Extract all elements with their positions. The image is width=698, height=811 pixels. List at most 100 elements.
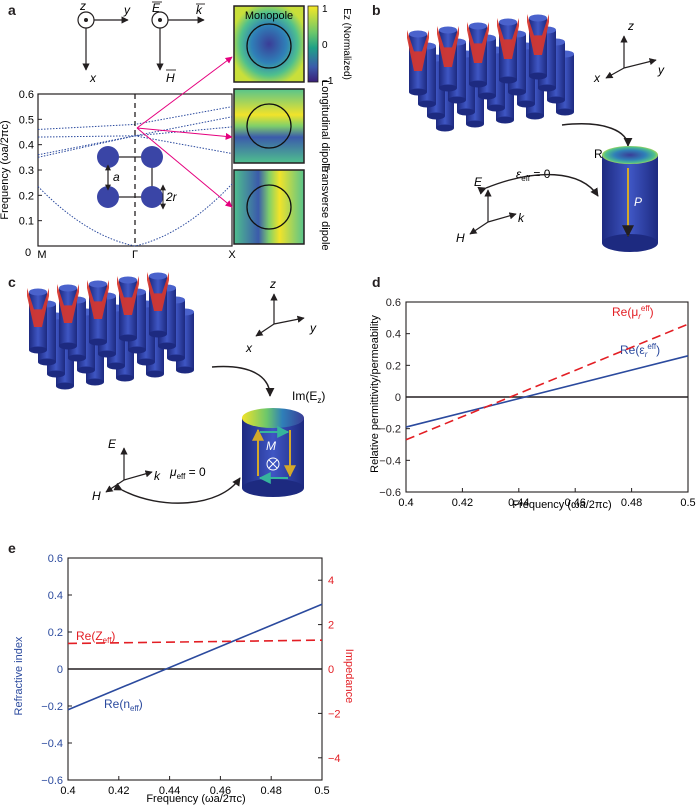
xtick-label: 0.5	[314, 785, 329, 797]
field-wave	[57, 284, 79, 323]
ytick-label: 0.4	[386, 329, 401, 341]
chart-e: Refractive index Impedance Frequency (ωa…	[13, 553, 355, 805]
mode-longitudinal: Longitudinal dipole	[233, 80, 331, 172]
axis-x: x	[593, 71, 601, 85]
ytick-right-label: 4	[328, 575, 334, 587]
mode-monopole: Monopole	[233, 5, 305, 83]
cbar-tick-top: 1	[322, 4, 328, 15]
xtick-label: 0.42	[108, 785, 129, 797]
series-line	[405, 355, 689, 428]
array-cylinder	[57, 284, 79, 350]
cbar-title: Ez (Normalized)	[341, 8, 352, 80]
triad-E: E	[474, 175, 483, 189]
vector-M: M	[266, 439, 276, 453]
eps-label: εeff = 0	[516, 167, 551, 183]
field-wave	[497, 18, 519, 59]
array-cylinder	[497, 18, 519, 84]
cbar-tick-bottom: −1	[322, 76, 334, 87]
triad-H: H	[456, 231, 465, 245]
legend-eps: Re(εreff)	[620, 342, 660, 359]
ytick-label: 0.6	[48, 553, 63, 565]
field-wave	[117, 276, 139, 315]
field-triad: E k H	[456, 175, 525, 245]
ytick-label: −0.6	[379, 487, 401, 499]
series-line	[405, 323, 689, 441]
xtick-label: 0.48	[621, 497, 642, 509]
panel-a: a	[0, 0, 360, 270]
ytick-label: 0	[395, 392, 401, 404]
unit-cylinder: M	[242, 408, 304, 497]
xtick-label: 0.48	[260, 785, 281, 797]
ytick-right-label: 0	[328, 664, 334, 676]
panel-label-e: e	[8, 540, 16, 556]
ytick-label: −0.6	[41, 775, 63, 787]
array-cylinder	[527, 14, 549, 80]
field-wave	[527, 14, 549, 55]
mode-label-transverse: Transverse dipole	[319, 163, 331, 250]
axis-y: y	[309, 321, 317, 335]
cylinder-array	[407, 14, 574, 132]
mode-label-longitudinal: Longitudinal dipole	[319, 80, 331, 172]
axis-y: y	[657, 63, 665, 77]
legend-n: Re(neff)	[104, 697, 143, 713]
series-line	[67, 639, 323, 645]
band-xtick: X	[228, 249, 236, 261]
ytick-label: −0.2	[41, 701, 63, 713]
ytick-label: 0.4	[48, 590, 63, 602]
cbar-tick-mid: 0	[322, 40, 328, 51]
coord-axes: z x y	[245, 277, 317, 355]
panel-e: e Refractive index Impedance Frequency (…	[0, 540, 360, 806]
series-line	[67, 603, 323, 711]
band-ytick: 0.6	[19, 89, 34, 101]
axis-z: z	[269, 277, 276, 291]
xtick-label: 0.44	[508, 497, 529, 509]
panel-label-d: d	[372, 274, 381, 290]
chart-d-ylabel: Relative permittivity/permeability	[369, 315, 381, 473]
panel-label-b: b	[372, 2, 381, 18]
field-axes-right: E k H	[151, 1, 205, 85]
chart-e-ylabel-right: Impedance	[343, 649, 355, 703]
xtick-label: 0.5	[680, 497, 695, 509]
ytick-label: 0.2	[386, 360, 401, 372]
panel-c-svg: z x y Im(Ez) M μeff = 0 E k H	[27, 272, 325, 504]
H-label: H	[166, 71, 175, 85]
axis-z: z	[627, 19, 634, 33]
panel-b-svg: z x y Re(Ez) P εeff = 0 E k H	[407, 14, 665, 252]
colorbar: 1 0 −1 Ez (Normalized)	[307, 4, 352, 87]
ytick-label: 0	[57, 664, 63, 676]
panel-b: b z x y	[366, 0, 698, 270]
ytick-right-label: 2	[328, 620, 334, 632]
array-cylinder	[437, 26, 459, 92]
legend-mu: Re(μreff)	[612, 304, 654, 321]
ytick-label: −0.4	[41, 738, 63, 750]
lattice-2r: 2r	[165, 190, 178, 204]
cylinder-array	[27, 272, 194, 390]
field-label: Im(Ez)	[292, 389, 325, 405]
array-cylinder	[467, 22, 489, 88]
lattice-a: a	[113, 170, 120, 184]
field-wave	[407, 30, 429, 71]
panel-a-svg: z y x E k H 0.6 0.5 0.4 0.3 0.2 0.1 M Γ X Freque…	[0, 0, 352, 261]
triad-H: H	[92, 489, 101, 503]
vector-P: P	[634, 195, 642, 209]
triad-k: k	[518, 211, 525, 225]
coord-axes: z x y	[593, 19, 665, 85]
band-xtick: M	[37, 249, 46, 261]
ytick-label: −0.4	[379, 455, 401, 467]
lattice-inset: a 2r	[97, 146, 178, 210]
y-origin-label: 0	[25, 247, 31, 259]
panel-c: c	[0, 272, 360, 512]
band-ytick: 0.3	[19, 165, 34, 177]
panel-d: d Relative permittivity/permeability Fre…	[366, 272, 698, 512]
array-cylinder	[117, 276, 139, 342]
mode-transverse: Transverse dipole	[233, 163, 331, 251]
array-cylinder	[147, 272, 169, 338]
xtick-label: 0.42	[452, 497, 473, 509]
chart-d: Relative permittivity/permeability Frequ…	[369, 297, 696, 511]
axis-y-label: y	[123, 3, 131, 17]
band-line	[37, 106, 233, 130]
axis-x: x	[245, 341, 253, 355]
k-label: k	[196, 3, 203, 17]
chart-e-xlabel: Frequency (ωa/2πc)	[146, 793, 245, 805]
band-xtick: Γ	[132, 249, 138, 261]
